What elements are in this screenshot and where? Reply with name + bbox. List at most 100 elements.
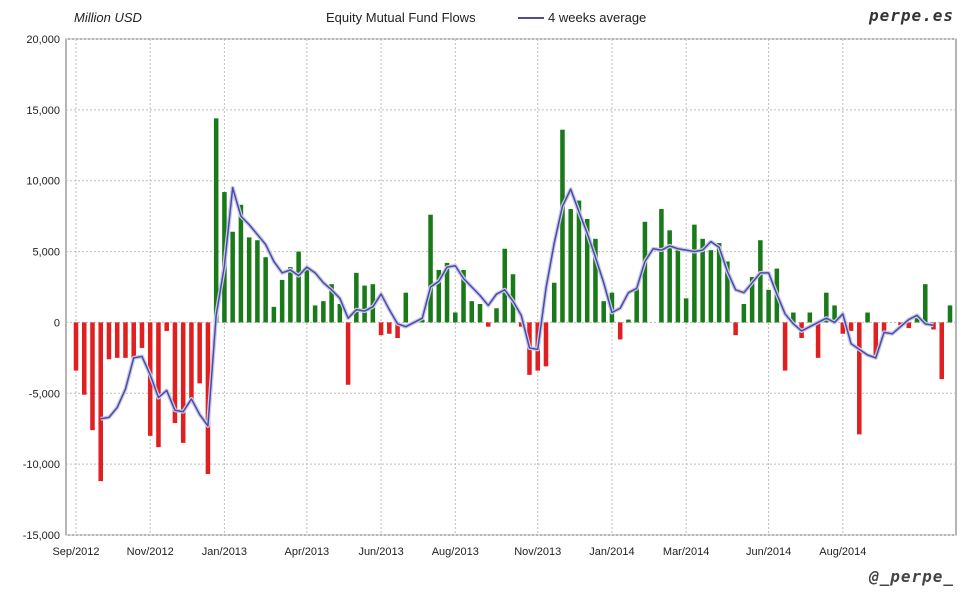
flow-bar — [263, 257, 268, 323]
flow-bar — [601, 301, 606, 323]
flow-bar — [428, 214, 433, 323]
y-tick-label: 15,000 — [26, 105, 60, 117]
flow-bar — [922, 284, 928, 323]
flow-bar — [255, 240, 260, 323]
y-tick-label: -5,000 — [29, 388, 60, 400]
flow-bar — [502, 248, 508, 323]
flow-bar — [791, 312, 796, 323]
flow-bar — [90, 322, 95, 431]
y-tick-label: 20,000 — [26, 34, 60, 46]
flow-bar — [329, 284, 334, 323]
flow-bar — [395, 322, 400, 339]
flow-bar — [840, 322, 846, 334]
flow-bar — [881, 322, 887, 334]
flow-bar — [675, 248, 681, 323]
x-tick-label: Jan/2014 — [589, 546, 634, 558]
flow-bar — [403, 292, 409, 323]
flow-bar — [543, 322, 549, 367]
flow-bar — [758, 240, 763, 323]
flow-bar — [914, 318, 920, 323]
flow-bar — [898, 322, 903, 326]
flow-bar — [848, 322, 854, 331]
flow-bar — [180, 322, 186, 443]
flow-bar — [230, 231, 235, 323]
flow-bar — [568, 209, 573, 323]
flow-bar — [815, 322, 821, 358]
flow-bar — [420, 319, 425, 323]
y-tick-label: 0 — [54, 317, 60, 329]
flow-bar — [593, 238, 598, 323]
flow-bar — [741, 304, 747, 323]
x-tick-label: Nov/2013 — [514, 546, 561, 558]
legend-line-swatch — [518, 16, 544, 19]
flow-bar — [857, 322, 862, 435]
flow-bar — [139, 322, 145, 348]
flow-bar — [304, 268, 310, 323]
flow-bar — [296, 251, 301, 323]
flow-bar — [906, 322, 912, 329]
flow-bar — [312, 305, 318, 323]
y-axis-ticks: 20,000 15,000 10,000 5,000 0 -5,000 -10,000 -15… — [23, 34, 60, 542]
flow-bar — [205, 322, 211, 475]
average-line — [100, 187, 934, 427]
y-tick-label: 5,000 — [32, 247, 60, 259]
x-tick-label: Mar/2014 — [663, 546, 709, 558]
flow-bar — [733, 322, 738, 336]
flow-bar — [288, 267, 293, 323]
flow-bar — [164, 322, 169, 331]
flow-bar — [576, 200, 582, 323]
flow-bar — [246, 237, 252, 323]
flow-bar — [551, 282, 557, 323]
flow-bar — [123, 322, 128, 358]
flow-bar — [354, 272, 359, 323]
flow-bar — [213, 118, 219, 323]
flow-bar — [617, 322, 623, 340]
flow-bar — [865, 312, 870, 323]
flow-bar — [81, 322, 87, 395]
flow-bar — [279, 279, 285, 323]
flow-bar — [947, 305, 953, 323]
flow-bar — [931, 322, 936, 330]
flow-bar — [667, 230, 672, 323]
flow-bar — [584, 218, 590, 323]
flow-bar — [378, 322, 384, 336]
flow-bar — [345, 322, 351, 385]
flow-bar — [939, 322, 945, 380]
chart-title: Equity Mutual Fund Flows — [326, 10, 476, 25]
flow-bar — [461, 269, 466, 323]
y-tick-label: 10,000 — [26, 176, 60, 188]
flow-bar — [131, 322, 136, 360]
flow-bar — [477, 304, 483, 323]
flow-bar — [782, 322, 788, 371]
flow-bar — [708, 250, 714, 323]
x-tick-label: Aug/2013 — [432, 546, 479, 558]
flow-bar — [494, 308, 499, 323]
x-axis-ticks: Sep/2012 Nov/2012 Jan/2013 Apr/2013 Jun/2013… — [52, 546, 866, 558]
flow-bar — [321, 301, 326, 323]
flow-bar — [485, 322, 491, 327]
flow-bar — [766, 289, 771, 323]
y-tick-label: -15,000 — [23, 530, 60, 542]
flow-bar — [692, 224, 697, 323]
x-tick-label: Nov/2012 — [127, 546, 174, 558]
flow-bar — [642, 221, 648, 323]
flow-bar — [683, 298, 689, 323]
flow-bar — [832, 305, 837, 323]
flow-bar — [634, 288, 639, 323]
x-tick-label: Sep/2012 — [52, 546, 99, 558]
flow-bar — [725, 261, 730, 323]
flow-bar — [156, 322, 161, 448]
flow-bar — [189, 322, 194, 404]
flow-bar — [824, 292, 829, 323]
legend-label: 4 weeks average — [548, 10, 647, 25]
brand-watermark-top: perpe.es — [868, 6, 954, 25]
flow-bar — [453, 312, 458, 323]
flow-bar — [197, 322, 202, 384]
flow-bar — [98, 322, 104, 482]
x-tick-label: Aug/2014 — [819, 546, 866, 558]
legend: 4 weeks average — [518, 10, 646, 25]
line-series — [100, 185, 934, 428]
x-tick-label: Jun/2014 — [746, 546, 791, 558]
flow-bar — [716, 243, 722, 323]
